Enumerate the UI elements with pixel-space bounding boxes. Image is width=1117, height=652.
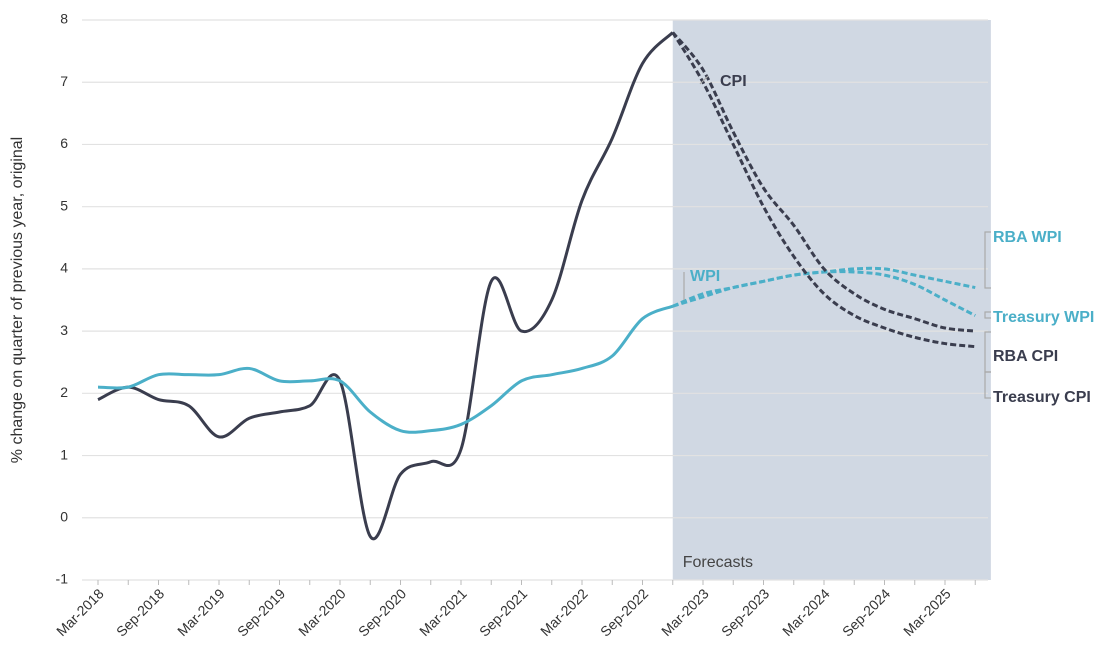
x-tick-label: Mar-2023 (658, 585, 712, 639)
series-label: Treasury CPI (993, 389, 1091, 406)
x-tick-label: Sep-2021 (476, 585, 530, 639)
x-tick-label: Mar-2022 (537, 585, 591, 639)
y-tick-label: 3 (60, 322, 68, 338)
x-tick-label: Mar-2021 (416, 585, 470, 639)
series-line (672, 270, 976, 317)
y-tick-label: 5 (60, 197, 68, 213)
series-label: Treasury WPI (993, 309, 1094, 326)
x-tick-label: Sep-2019 (234, 585, 288, 639)
x-tick-label: Sep-2020 (355, 585, 409, 639)
leader-line (699, 75, 709, 85)
annotation: Forecasts (683, 554, 753, 571)
y-tick-label: 6 (60, 135, 68, 151)
y-tick-label: 7 (60, 73, 68, 89)
leader-line (984, 371, 991, 399)
y-tick-label: -1 (56, 571, 69, 587)
series-label: RBA WPI (993, 229, 1062, 246)
y-tick-label: 4 (60, 260, 68, 276)
series-label: WPI (690, 268, 720, 285)
y-tick-label: 2 (60, 384, 68, 400)
series-line (97, 31, 674, 541)
y-axis-label: % change on quarter of previous year, or… (9, 137, 26, 463)
x-tick-label: Sep-2023 (718, 585, 772, 639)
series-line (671, 31, 976, 333)
series-label: CPI (720, 73, 747, 90)
x-tick-label: Mar-2019 (174, 585, 228, 639)
forecast-region (672, 20, 991, 580)
leader-line (984, 231, 991, 289)
series-line (97, 304, 674, 434)
x-tick-label: Sep-2022 (597, 585, 651, 639)
y-tick-label: 1 (60, 446, 68, 462)
series-label: RBA CPI (993, 348, 1058, 365)
y-tick-label: 8 (60, 11, 68, 27)
x-tick-label: Sep-2018 (113, 585, 167, 639)
leader-line (984, 311, 991, 319)
x-tick-label: Sep-2024 (839, 585, 893, 639)
x-tick-label: Mar-2024 (779, 585, 833, 639)
x-tick-label: Mar-2018 (53, 585, 107, 639)
y-tick-label: 0 (60, 508, 68, 524)
series-line (671, 31, 976, 349)
x-tick-label: Mar-2025 (900, 585, 954, 639)
x-tick-label: Mar-2020 (295, 585, 349, 639)
